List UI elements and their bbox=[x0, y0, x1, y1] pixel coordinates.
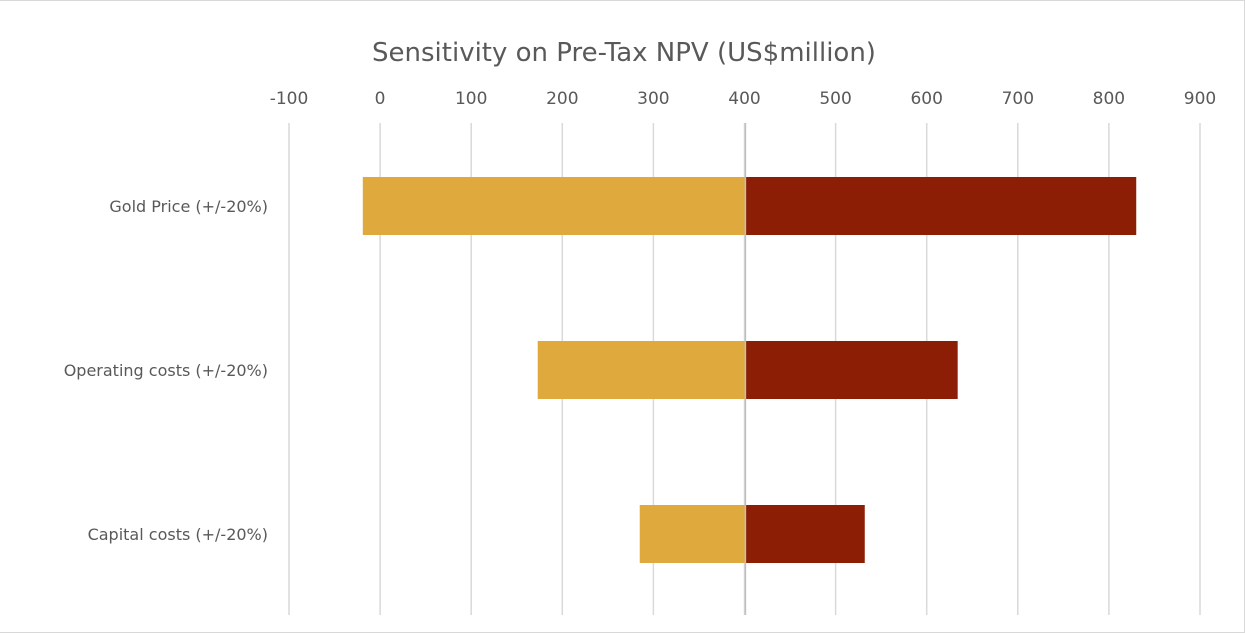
bars bbox=[362, 177, 1137, 563]
category-label: Capital costs (+/-20%) bbox=[88, 525, 268, 544]
low-case-bar bbox=[639, 505, 746, 563]
x-tick-label: 200 bbox=[546, 89, 578, 109]
x-tick-label: 300 bbox=[637, 89, 669, 109]
x-tick-label: 800 bbox=[1093, 89, 1125, 109]
x-tick-label: -100 bbox=[270, 89, 309, 109]
x-tick-label: 400 bbox=[728, 89, 760, 109]
low-case-bar bbox=[537, 341, 746, 399]
category-label: Gold Price (+/-20%) bbox=[109, 197, 268, 216]
category-label: Operating costs (+/-20%) bbox=[64, 361, 268, 380]
x-tick-label: 100 bbox=[455, 89, 487, 109]
high-case-bar bbox=[745, 177, 1137, 235]
high-case-bar bbox=[745, 341, 958, 399]
x-tick-label: 700 bbox=[1002, 89, 1034, 109]
chart-title: Sensitivity on Pre-Tax NPV (US$million) bbox=[372, 38, 876, 68]
x-tick-label: 600 bbox=[910, 89, 942, 109]
x-tick-label: 0 bbox=[375, 89, 386, 109]
category-labels: Gold Price (+/-20%) Operating costs (+/-2… bbox=[64, 197, 268, 544]
high-case-bar bbox=[745, 505, 865, 563]
x-tick-label: 500 bbox=[819, 89, 851, 109]
x-tick-label: 900 bbox=[1184, 89, 1216, 109]
low-case-bar bbox=[362, 177, 746, 235]
x-axis-tick-labels: -100 0 100 200 300 400 500 600 700 800 900 bbox=[270, 89, 1217, 109]
